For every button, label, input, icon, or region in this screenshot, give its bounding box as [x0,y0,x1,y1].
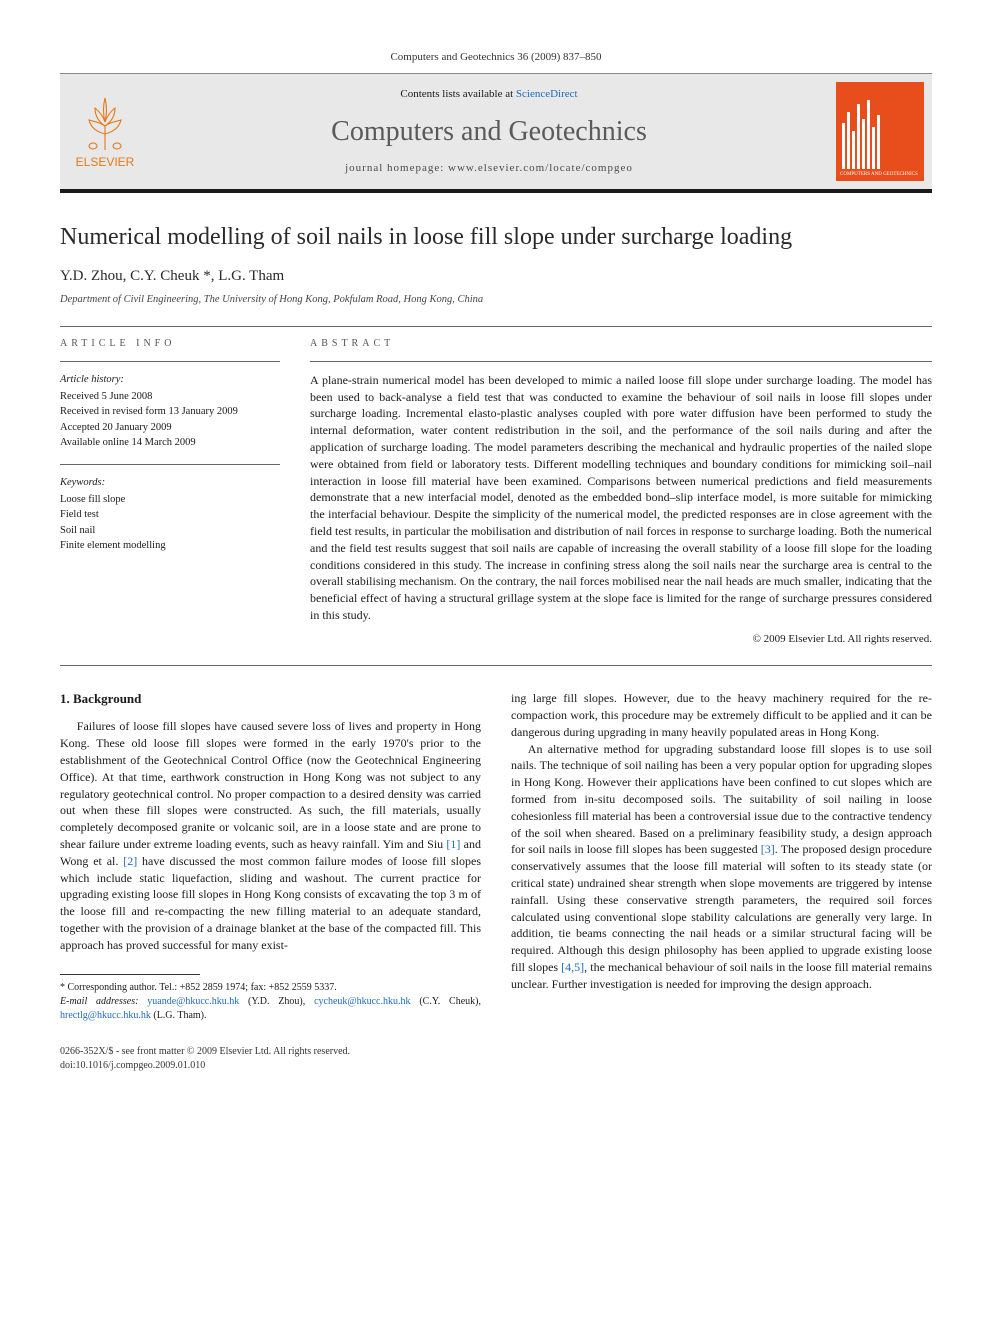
abstract: ABSTRACT A plane-strain numerical model … [310,337,932,647]
sciencedirect-link[interactable]: ScienceDirect [516,88,578,100]
email-link[interactable]: cycheuk@hkucc.hku.hk [314,996,410,1007]
author-list: Y.D. Zhou, C.Y. Cheuk *, L.G. Tham [60,266,932,287]
history-heading: Article history: [60,372,280,387]
journal-homepage: journal homepage: www.elsevier.com/locat… [345,161,633,176]
email-label: E-mail addresses: [60,996,147,1007]
keyword: Loose fill slope [60,492,280,507]
contents-available: Contents lists available at ScienceDirec… [400,87,577,102]
text-run: have discussed the most common failure m… [60,854,481,952]
email-who: (Y.D. Zhou), [239,996,314,1007]
abstract-text: A plane-strain numerical model has been … [310,372,932,624]
contents-prefix: Contents lists available at [400,88,515,100]
divider [310,361,932,362]
page: Computers and Geotechnics 36 (2009) 837–… [0,0,992,1113]
publisher-logo: ELSEVIER [60,74,150,189]
keyword: Soil nail [60,523,280,538]
footnotes: * Corresponding author. Tel.: +852 2859 … [60,981,481,1023]
journal-name: Computers and Geotechnics [331,112,647,151]
article-info: ARTICLE INFO Article history: Received 5… [60,337,280,647]
footer-left: 0266-352X/$ - see front matter © 2009 El… [60,1045,350,1073]
history-revised: Received in revised form 13 January 2009 [60,404,280,419]
abstract-copyright: © 2009 Elsevier Ltd. All rights reserved… [310,632,932,647]
ref-link[interactable]: [2] [123,854,137,868]
keywords-heading: Keywords: [60,475,280,490]
ref-link[interactable]: [1] [446,837,460,851]
body-right-column: ing large fill slopes. However, due to t… [511,690,932,1022]
section-heading: 1. Background [60,690,481,708]
text-run: Failures of loose fill slopes have cause… [60,719,481,851]
journal-masthead: ELSEVIER Contents lists available at Sci… [60,73,932,193]
divider [60,326,932,327]
publisher-name: ELSEVIER [76,154,135,171]
article-history: Article history: Received 5 June 2008 Re… [60,372,280,450]
divider [60,361,280,362]
email-addresses: E-mail addresses: yuande@hkucc.hku.hk (Y… [60,995,481,1023]
history-online: Available online 14 March 2009 [60,435,280,450]
journal-cover-thumb: COMPUTERS AND GEOTECHNICS [836,82,924,181]
abstract-label: ABSTRACT [310,337,932,351]
divider [60,665,932,666]
footnote-rule [60,974,200,975]
email-who: (L.G. Tham). [151,1010,207,1021]
email-who: (C.Y. Cheuk), [411,996,482,1007]
front-matter-line: 0266-352X/$ - see front matter © 2009 El… [60,1045,350,1059]
keyword: Field test [60,507,280,522]
running-citation: Computers and Geotechnics 36 (2009) 837–… [60,50,932,65]
divider [60,464,280,465]
body-left-column: 1. Background Failures of loose fill slo… [60,690,481,1022]
paragraph: An alternative method for upgrading subs… [511,741,932,993]
cover-art-icon [840,86,920,172]
email-link[interactable]: yuande@hkucc.hku.hk [147,996,239,1007]
corresponding-author: * Corresponding author. Tel.: +852 2859 … [60,981,481,995]
ref-link[interactable]: [3] [761,842,775,856]
info-abstract-row: ARTICLE INFO Article history: Received 5… [60,337,932,647]
page-footer: 0266-352X/$ - see front matter © 2009 El… [60,1045,932,1073]
affiliation: Department of Civil Engineering, The Uni… [60,293,932,308]
paragraph: Failures of loose fill slopes have cause… [60,718,481,953]
history-accepted: Accepted 20 January 2009 [60,420,280,435]
elsevier-tree-icon [75,92,135,152]
history-received: Received 5 June 2008 [60,389,280,404]
ref-link[interactable]: [4,5] [561,960,584,974]
paragraph: ing large fill slopes. However, due to t… [511,690,932,740]
article-title: Numerical modelling of soil nails in loo… [60,223,932,252]
homepage-label: journal homepage: [345,162,448,174]
cover-journal-label: COMPUTERS AND GEOTECHNICS [840,172,920,178]
body-two-column: 1. Background Failures of loose fill slo… [60,690,932,1022]
email-link[interactable]: hrectlg@hkucc.hku.hk [60,1010,151,1021]
homepage-url[interactable]: www.elsevier.com/locate/compgeo [448,162,633,174]
text-run: . The proposed design procedure conserva… [511,842,932,974]
keywords: Keywords: Loose fill slope Field test So… [60,475,280,553]
text-run: An alternative method for upgrading subs… [511,742,932,857]
doi-line: doi:10.1016/j.compgeo.2009.01.010 [60,1059,350,1073]
article-info-label: ARTICLE INFO [60,337,280,351]
keyword: Finite element modelling [60,538,280,553]
masthead-center: Contents lists available at ScienceDirec… [150,74,828,189]
